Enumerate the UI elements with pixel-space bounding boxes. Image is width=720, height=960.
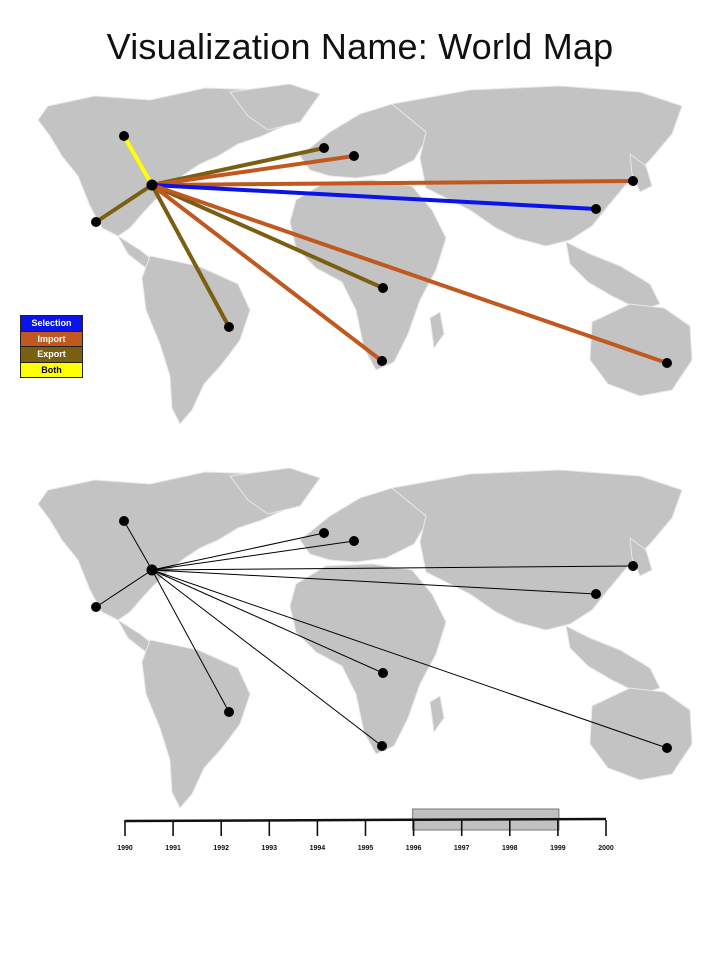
world-map-colored[interactable] (0, 78, 720, 428)
node-western-europe[interactable] (319, 143, 329, 153)
node-south-africa[interactable] (377, 741, 387, 751)
link-north-america-east-to-brazil[interactable] (151, 569, 230, 713)
legend-item-selection: Selection (21, 316, 82, 332)
node-mexico[interactable] (91, 217, 101, 227)
node-central-europe[interactable] (349, 536, 359, 546)
link-north-america-east-to-australia[interactable] (151, 183, 668, 365)
world-map-plain[interactable] (0, 462, 720, 812)
node-brazil[interactable] (224, 707, 234, 717)
country-nodes (91, 516, 672, 753)
southeast-asia-shape (565, 625, 661, 695)
node-western-europe[interactable] (319, 528, 329, 538)
link-north-america-east-to-canada[interactable] (122, 135, 154, 186)
timeline-year-label: 1991 (165, 845, 181, 852)
node-central-africa[interactable] (378, 668, 388, 678)
africa-shape (289, 179, 447, 371)
node-central-europe[interactable] (349, 151, 359, 161)
landmasses (37, 83, 693, 425)
link-north-america-east-to-south-africa[interactable] (150, 183, 384, 363)
link-north-america-east-to-japan[interactable] (151, 565, 634, 571)
japan-shape (629, 536, 653, 577)
node-japan[interactable] (628, 176, 638, 186)
node-brazil[interactable] (224, 322, 234, 332)
node-australia[interactable] (662, 743, 672, 753)
link-north-america-east-to-south-africa[interactable] (151, 569, 383, 747)
trade-links-colored (94, 135, 668, 365)
timeline-year-label: 2000 (598, 845, 614, 852)
timeline-year-label: 1992 (213, 845, 229, 852)
southeast-asia-shape (565, 241, 661, 311)
link-north-america-east-to-mexico[interactable] (95, 569, 153, 608)
japan-shape (629, 152, 653, 193)
link-north-america-east-to-canada[interactable] (123, 520, 153, 571)
link-north-america-east-to-western-europe[interactable] (151, 146, 325, 187)
south-america-shape (141, 639, 251, 809)
country-nodes (91, 131, 672, 368)
timeline-year-label: 1998 (502, 845, 518, 852)
link-north-america-east-to-brazil[interactable] (150, 184, 231, 328)
node-canada[interactable] (119, 131, 129, 141)
link-north-america-east-to-central-europe[interactable] (151, 540, 355, 571)
landmasses (37, 467, 693, 809)
timeline-year-label: 1996 (406, 845, 422, 852)
node-mexico[interactable] (91, 602, 101, 612)
link-north-america-east-to-australia[interactable] (151, 569, 668, 749)
africa-shape (289, 563, 447, 755)
greenland-shape (229, 467, 321, 515)
timeline-axis: 1990 1991 1992 1993 1994 1995 1996 1997 1998 1999… (117, 817, 614, 852)
link-north-america-east-to-western-europe[interactable] (151, 532, 325, 571)
south-america-shape (141, 255, 251, 425)
australia-shape (589, 303, 693, 397)
europe-shape (299, 487, 429, 563)
legend: Selection Import Export Both (20, 315, 83, 378)
node-canada[interactable] (119, 516, 129, 526)
node-south-africa[interactable] (377, 356, 387, 366)
link-north-america-east-to-japan[interactable] (151, 179, 634, 187)
timeline-year-label: 1994 (310, 845, 326, 852)
page-title: Visualization Name: World Map (106, 26, 614, 67)
timeline-year-label: 1995 (358, 845, 374, 852)
link-north-america-east-to-china[interactable] (151, 183, 597, 211)
madagascar-shape (429, 695, 445, 734)
australia-shape (589, 687, 693, 781)
link-north-america-east-to-central-europe[interactable] (151, 154, 355, 187)
node-china[interactable] (591, 204, 601, 214)
year-timeline[interactable]: 1990 1991 1992 1993 1994 1995 1996 1997 1998 1999… (0, 800, 720, 860)
link-north-america-east-to-mexico[interactable] (94, 183, 154, 224)
node-australia[interactable] (662, 358, 672, 368)
node-china[interactable] (591, 589, 601, 599)
timeline-year-label: 1999 (550, 845, 566, 852)
asia-shape (390, 85, 683, 247)
asia-shape (390, 469, 683, 631)
timeline-year-label: 1997 (454, 845, 470, 852)
madagascar-shape (429, 311, 445, 350)
link-north-america-east-to-central-africa[interactable] (151, 569, 384, 674)
legend-item-export: Export (21, 347, 82, 363)
legend-item-both: Both (21, 362, 82, 377)
node-north-america-east[interactable] (146, 179, 158, 191)
node-central-africa[interactable] (378, 283, 388, 293)
node-north-america-east[interactable] (146, 564, 158, 576)
timeline-year-label: 1993 (262, 845, 278, 852)
greenland-shape (229, 83, 321, 131)
trade-links-plain (95, 520, 668, 749)
link-north-america-east-to-china[interactable] (151, 569, 597, 595)
legend-item-import: Import (21, 331, 82, 347)
timeline-year-label: 1990 (117, 845, 133, 852)
node-japan[interactable] (628, 561, 638, 571)
link-north-america-east-to-central-africa[interactable] (151, 183, 384, 290)
